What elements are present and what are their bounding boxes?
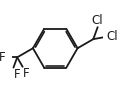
Text: F: F [13, 68, 20, 81]
Text: F: F [23, 67, 30, 80]
Text: F: F [0, 51, 6, 64]
Text: Cl: Cl [106, 30, 118, 43]
Text: Cl: Cl [92, 14, 103, 27]
